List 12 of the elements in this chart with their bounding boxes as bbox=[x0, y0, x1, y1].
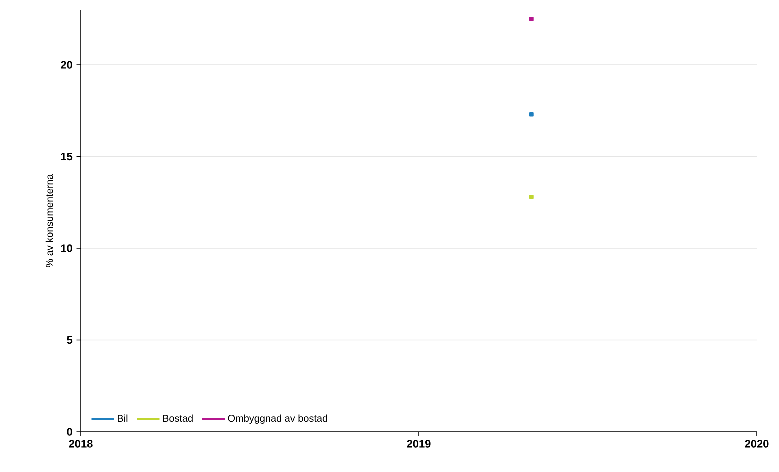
y-tick-label: 15 bbox=[61, 152, 73, 161]
x-tick-label: 2018 bbox=[69, 440, 93, 448]
legend-label: Ombyggnad av bostad bbox=[228, 414, 328, 424]
y-tick-label: 20 bbox=[61, 61, 72, 69]
x-tick-label: 2019 bbox=[407, 440, 431, 448]
y-tick-label: 5 bbox=[67, 336, 73, 344]
y-tick-label: 0 bbox=[67, 428, 72, 436]
legend-label: Bil bbox=[118, 414, 128, 422]
legend-label: Bostad bbox=[163, 414, 193, 422]
y-axis-title: % av konsumenterna bbox=[46, 174, 54, 268]
y-tick-label: 10 bbox=[61, 244, 72, 252]
x-tick-label: 2020 bbox=[745, 440, 769, 448]
